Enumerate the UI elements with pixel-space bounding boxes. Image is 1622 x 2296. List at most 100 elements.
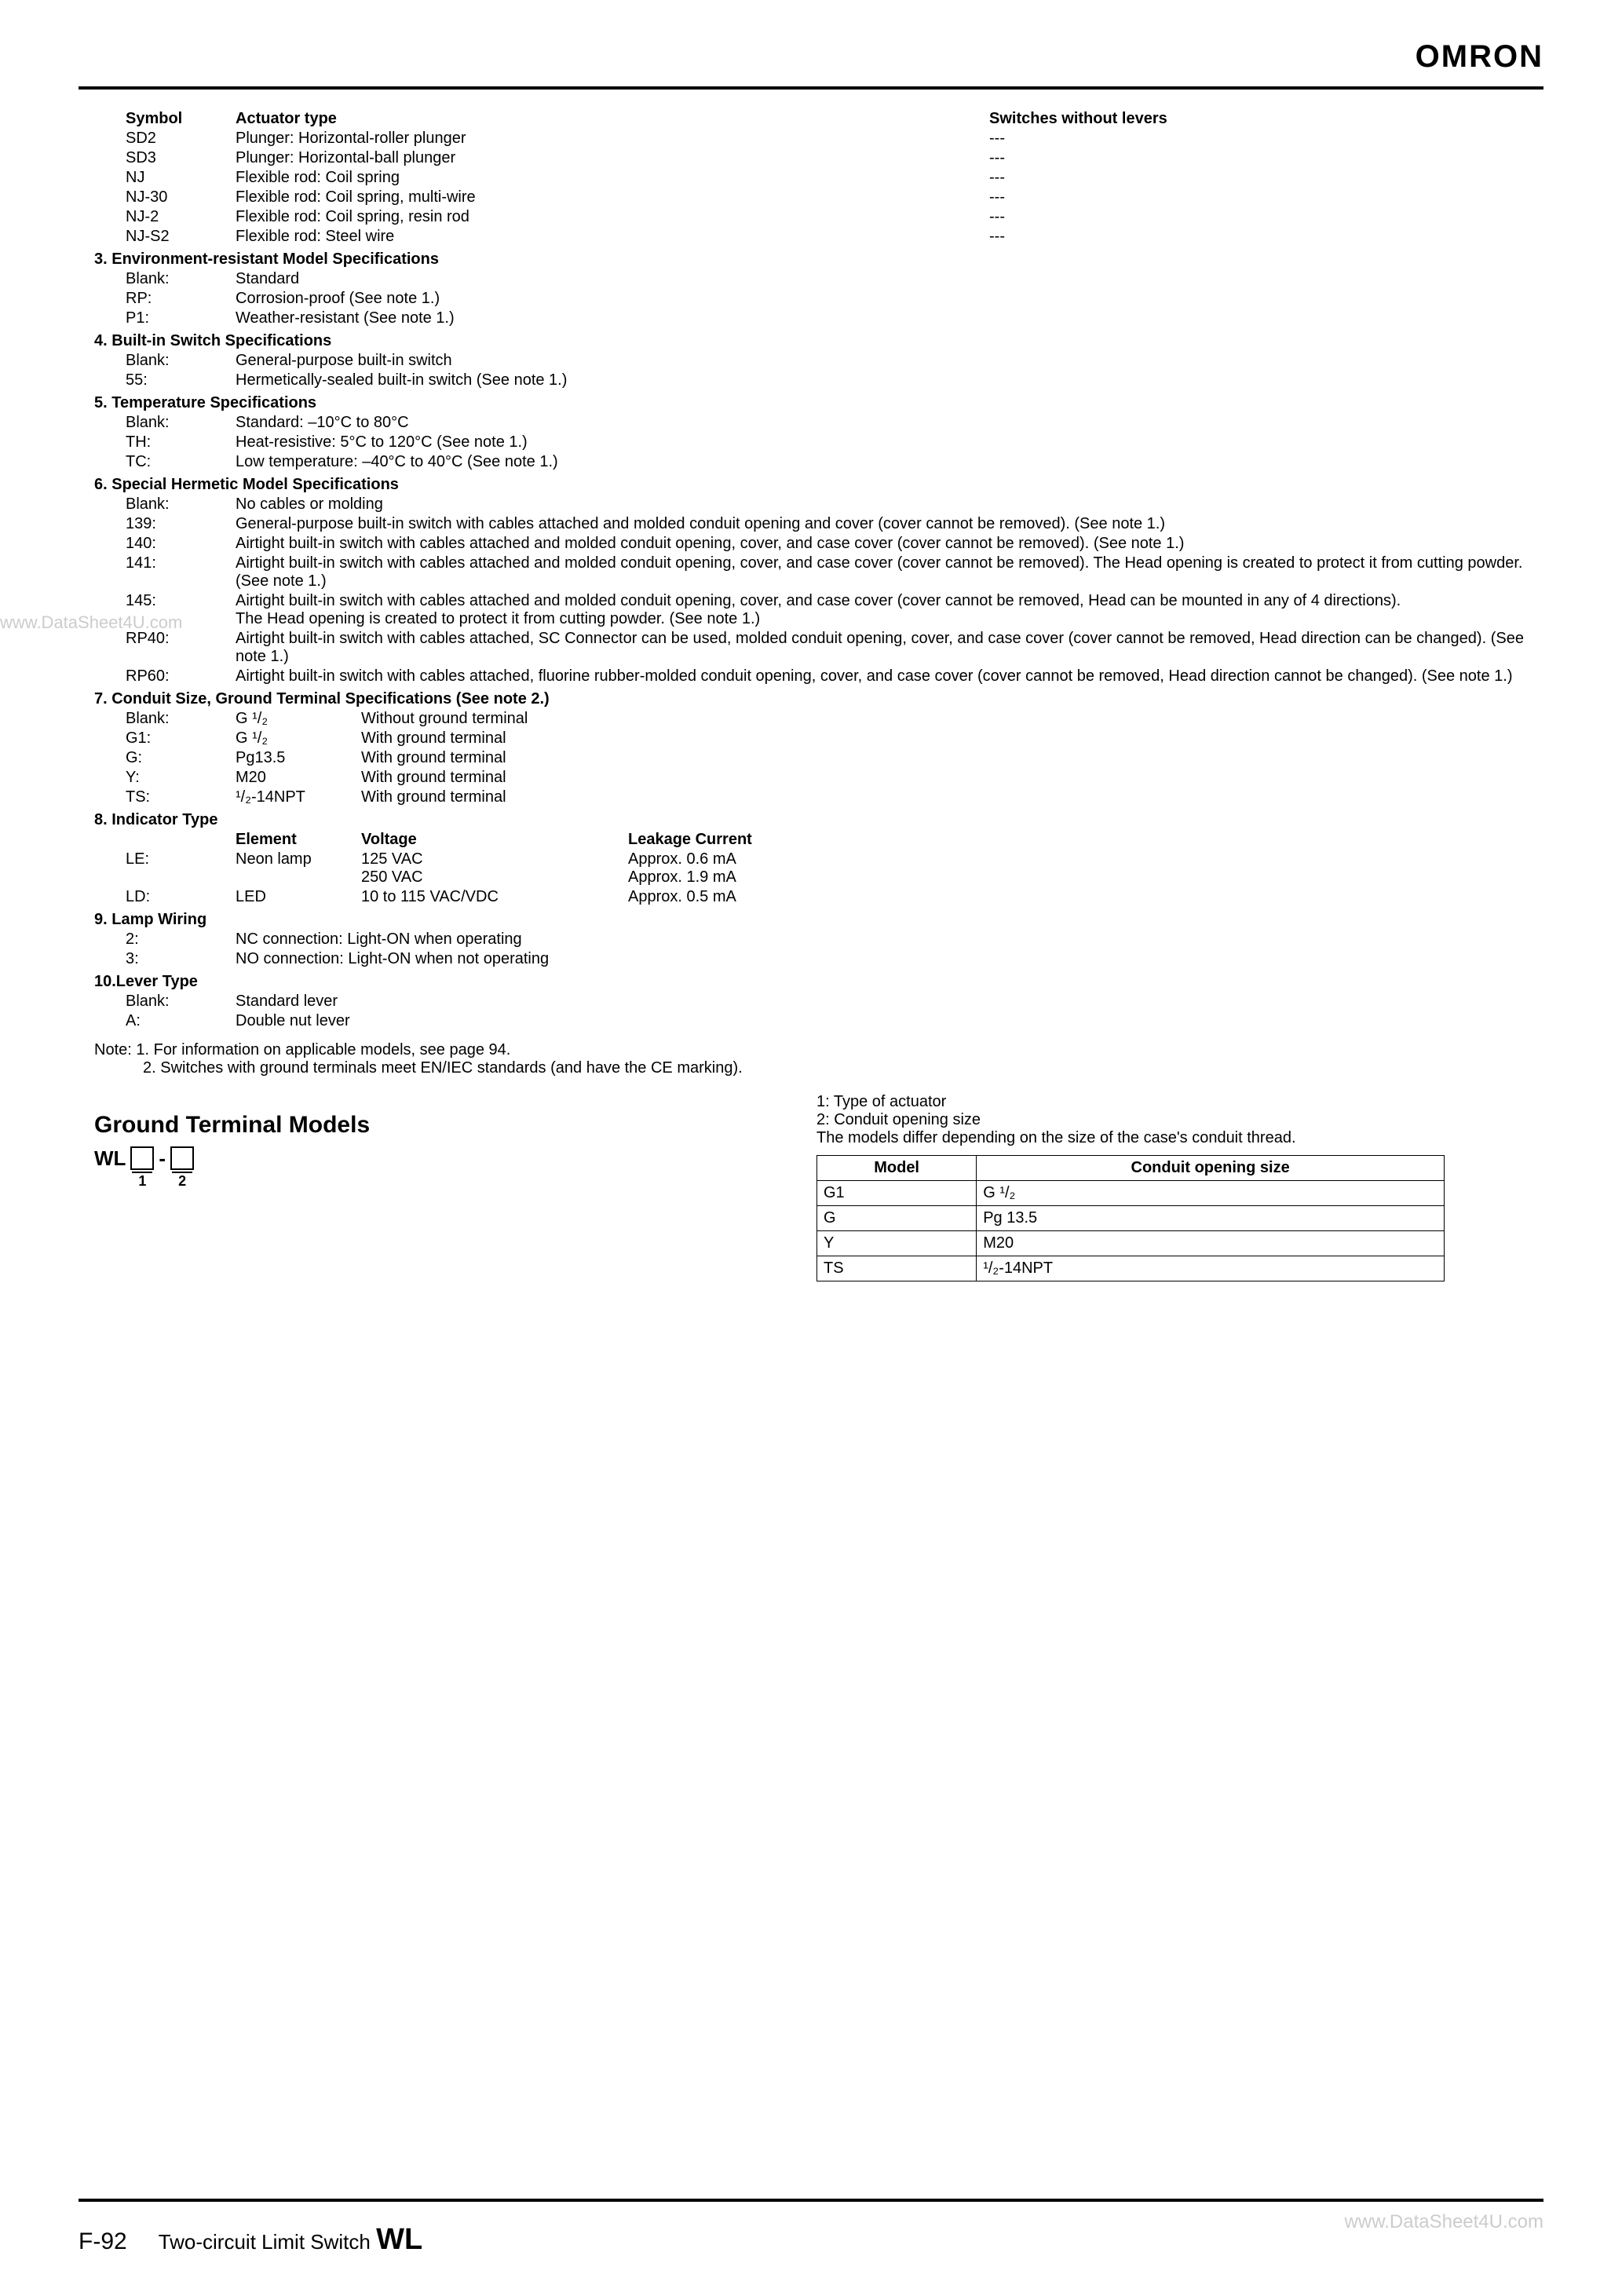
conduit-size: M20 [236, 769, 361, 787]
spec-row: 3: NO connection: Light-ON when not oper… [94, 950, 1543, 968]
actuator-desc: Flexible rod: Coil spring [236, 169, 989, 187]
spec-row: 141: Airtight built-in switch with cable… [94, 554, 1543, 590]
conduit-size: G ¹/₂ [236, 729, 361, 748]
spec-symbol: RP: [126, 290, 236, 308]
spec-symbol: 55: [126, 371, 236, 389]
actuator-symbol: SD2 [94, 130, 236, 148]
actuator-row: SD2 Plunger: Horizontal-roller plunger -… [94, 130, 1543, 148]
actuator-switch: --- [989, 149, 1303, 167]
indicator-row: LE: Neon lamp 125 VAC 250 VAC Approx. 0.… [94, 850, 1543, 887]
brand-logo: OMRON [1416, 39, 1543, 75]
conduit-spec-row: G: Pg13.5 With ground terminal [94, 749, 1543, 767]
actuator-row: NJ-S2 Flexible rod: Steel wire --- [94, 228, 1543, 246]
actuator-switch: --- [989, 188, 1303, 207]
conduit-symbol: TS: [126, 788, 236, 806]
actuator-desc: Flexible rod: Coil spring, resin rod [236, 208, 989, 226]
table-row: Y M20 [817, 1231, 1445, 1256]
spec-symbol: 140: [126, 535, 236, 553]
wl-model-pattern: WL 1 - 2 [94, 1146, 785, 1190]
spec-desc: NC connection: Light-ON when operating [236, 930, 1543, 949]
watermark-left: www.DataSheet4U.com [0, 612, 182, 633]
ct-size: ¹/₂-14NPT [977, 1256, 1445, 1281]
indicator-voltage: 10 to 115 VAC/VDC [361, 888, 628, 906]
spec-desc: Airtight built-in switch with cables att… [236, 554, 1543, 590]
spec-row: 139: General-purpose built-in switch wit… [94, 515, 1543, 533]
hdr-symbol: Symbol [94, 110, 236, 128]
spec-symbol: 139: [126, 515, 236, 533]
actuator-symbol: NJ [94, 169, 236, 187]
conduit-spec-row: Blank: G ¹/₂ Without ground terminal [94, 710, 1543, 728]
actuator-switch: --- [989, 208, 1303, 226]
spec-row: 145: Airtight built-in switch with cable… [94, 592, 1543, 628]
spec-desc: Double nut lever [236, 1012, 1543, 1030]
ct-size: G ¹/₂ [977, 1181, 1445, 1206]
notes: Note: 1. For information on applicable m… [94, 1041, 1543, 1077]
spec-desc: General-purpose built-in switch with cab… [236, 515, 1543, 533]
spec-row: A: Double nut lever [94, 1012, 1543, 1030]
conduit-size: G ¹/₂ [236, 710, 361, 728]
ct-size: Pg 13.5 [977, 1206, 1445, 1231]
spec-row: Blank: No cables or molding [94, 495, 1543, 514]
actuator-header: Symbol Actuator type Switches without le… [94, 110, 1543, 128]
main-content: Symbol Actuator type Switches without le… [79, 110, 1543, 1281]
actuator-switch: --- [989, 130, 1303, 148]
s8-hdr-element: Element [236, 831, 361, 849]
section-8-title: 8. Indicator Type [94, 811, 1543, 829]
spec-row: 140: Airtight built-in switch with cable… [94, 535, 1543, 553]
spec-row: 2: NC connection: Light-ON when operatin… [94, 930, 1543, 949]
conduit-desc: Without ground terminal [361, 710, 528, 728]
conduit-desc: With ground terminal [361, 749, 506, 767]
gt-right-1: 1: Type of actuator [816, 1093, 1445, 1111]
conduit-spec-row: G1: G ¹/₂ With ground terminal [94, 729, 1543, 748]
spec-row: Blank: General-purpose built-in switch [94, 352, 1543, 370]
actuator-desc: Plunger: Horizontal-ball plunger [236, 149, 989, 167]
note-1: Note: 1. For information on applicable m… [94, 1041, 1543, 1059]
conduit-spec-row: Y: M20 With ground terminal [94, 769, 1543, 787]
spec-desc: Low temperature: –40°C to 40°C (See note… [236, 453, 1543, 471]
ct-hdr-size: Conduit opening size [977, 1156, 1445, 1181]
footer-wl: WL [376, 2223, 422, 2256]
spec-desc: NO connection: Light-ON when not operati… [236, 950, 1543, 968]
actuator-desc: Plunger: Horizontal-roller plunger [236, 130, 989, 148]
spec-symbol: TH: [126, 433, 236, 452]
spec-row: TH: Heat-resistive: 5°C to 120°C (See no… [94, 433, 1543, 452]
ct-model: G1 [817, 1181, 977, 1206]
actuator-symbol: SD3 [94, 149, 236, 167]
gt-right: 1: Type of actuator 2: Conduit opening s… [816, 1093, 1445, 1281]
spec-symbol: 2: [126, 930, 236, 949]
spec-row: RP40: Airtight built-in switch with cabl… [94, 630, 1543, 666]
wl-num-1: 1 [132, 1172, 152, 1190]
gt-heading: Ground Terminal Models [94, 1112, 785, 1139]
s8-hdr-leak: Leakage Current [628, 831, 752, 849]
conduit-spec-row: TS: ¹/₂-14NPT With ground terminal [94, 788, 1543, 806]
indicator-leak: Approx. 0.5 mA [628, 888, 736, 906]
note-2: 2. Switches with ground terminals meet E… [94, 1059, 1543, 1077]
spec-desc: Airtight built-in switch with cables att… [236, 592, 1543, 628]
spec-row: Blank: Standard lever [94, 993, 1543, 1011]
spec-symbol: Blank: [126, 414, 236, 432]
actuator-row: NJ-2 Flexible rod: Coil spring, resin ro… [94, 208, 1543, 226]
actuator-switch: --- [989, 169, 1303, 187]
spec-symbol: A: [126, 1012, 236, 1030]
indicator-element: LED [236, 888, 361, 906]
gt-right-3: The models differ depending on the size … [816, 1129, 1445, 1147]
spec-symbol: 3: [126, 950, 236, 968]
section-10-title: 10.Lever Type [94, 973, 1543, 991]
hdr-switches: Switches without levers [989, 110, 1303, 128]
section-7-title: 7. Conduit Size, Ground Terminal Specifi… [94, 690, 1543, 708]
footer-title: Two-circuit Limit Switch [159, 2230, 371, 2254]
spec-desc: Airtight built-in switch with cables att… [236, 630, 1543, 666]
spec-desc: Hermetically-sealed built-in switch (See… [236, 371, 1543, 389]
conduit-size: Pg13.5 [236, 749, 361, 767]
spec-desc: Airtight built-in switch with cables att… [236, 535, 1543, 553]
ct-model: TS [817, 1256, 977, 1281]
actuator-symbol: NJ-30 [94, 188, 236, 207]
spec-desc: Airtight built-in switch with cables att… [236, 667, 1543, 686]
conduit-table: Model Conduit opening size G1 G ¹/₂G Pg … [816, 1155, 1445, 1281]
gt-right-2: 2: Conduit opening size [816, 1111, 1445, 1129]
section-5-title: 5. Temperature Specifications [94, 394, 1543, 412]
section-4-title: 4. Built-in Switch Specifications [94, 332, 1543, 350]
wl-box-2 [170, 1146, 194, 1170]
spec-desc: Corrosion-proof (See note 1.) [236, 290, 1543, 308]
actuator-switch: --- [989, 228, 1303, 246]
